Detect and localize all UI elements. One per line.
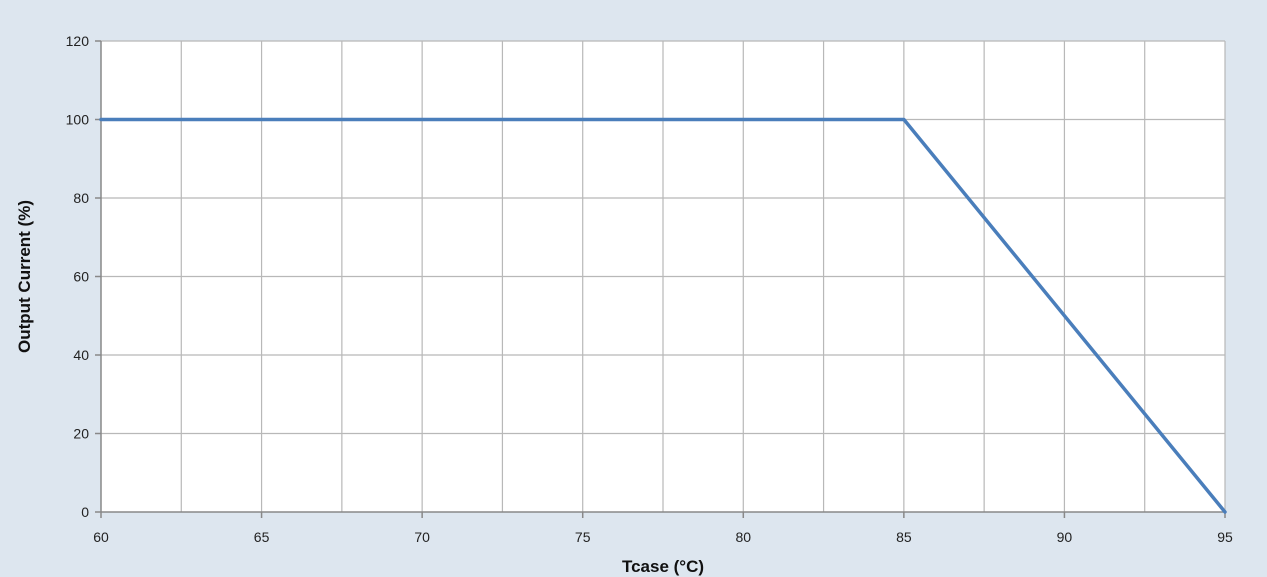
series-layer — [99, 117, 1227, 514]
x-tick-label: 95 — [1217, 529, 1233, 545]
y-tick-label: 0 — [81, 504, 89, 520]
x-tick-label: 65 — [254, 529, 270, 545]
x-tick-label: 70 — [414, 529, 430, 545]
y-tick-label: 120 — [66, 33, 90, 49]
y-axis-title: Output Current (%) — [15, 200, 34, 353]
y-tick-label: 60 — [73, 269, 89, 285]
y-tick-label: 20 — [73, 426, 89, 442]
x-tick-label: 80 — [735, 529, 751, 545]
y-tick-label: 40 — [73, 347, 89, 363]
y-tick-label: 100 — [66, 112, 90, 128]
x-tick-label: 90 — [1057, 529, 1073, 545]
x-tick-label: 85 — [896, 529, 912, 545]
series-line — [99, 117, 1227, 514]
y-tick-label: 80 — [73, 190, 89, 206]
x-tick-label: 75 — [575, 529, 591, 545]
x-axis-title: Tcase (°C) — [622, 557, 704, 576]
tick-labels: 0 20 40 60 80 100 120 60 65 70 75 80 85 90 95 — [66, 33, 1233, 545]
x-tick-label: 60 — [93, 529, 109, 545]
